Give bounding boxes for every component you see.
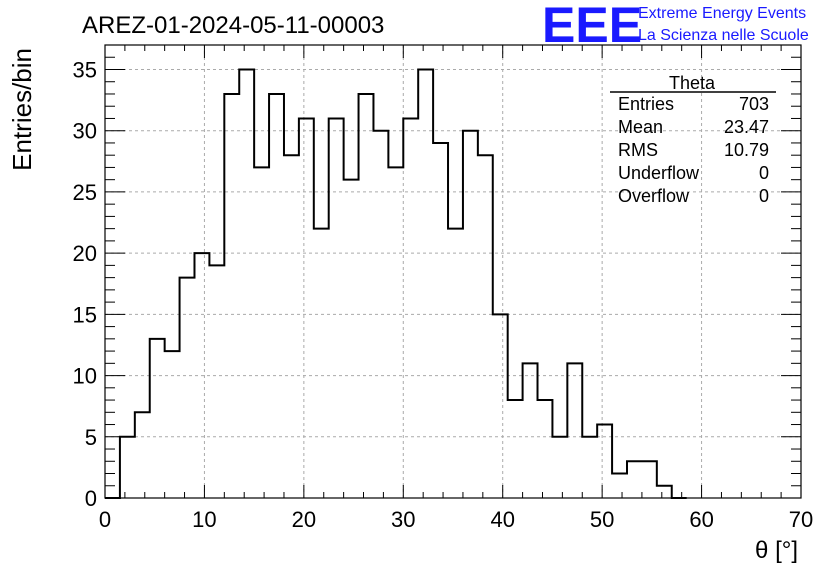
y-axis-label: Entries/bin xyxy=(7,48,37,171)
y-tick-label: 15 xyxy=(73,302,97,327)
x-tick-label: 50 xyxy=(590,507,614,532)
x-tick-label: 30 xyxy=(391,507,415,532)
logo-line-2: La Scienza nelle Scuole xyxy=(638,27,809,44)
grid-lines xyxy=(105,45,801,498)
x-tick-labels: 0 10 20 30 40 50 60 70 xyxy=(99,507,813,532)
stats-value: 0 xyxy=(759,163,769,183)
stats-box: Theta Entries 703 Mean 23.47 RMS 10.79 Underfl… xyxy=(610,73,776,206)
x-tick-label: 10 xyxy=(192,507,216,532)
x-tick-label: 40 xyxy=(490,507,514,532)
chart-title: AREZ-01-2024-05-11-00003 xyxy=(82,12,384,39)
stats-label: Overflow xyxy=(618,186,690,206)
x-tick-label: 20 xyxy=(292,507,316,532)
stats-title: Theta xyxy=(669,73,716,93)
y-tick-label: 10 xyxy=(73,364,97,389)
stats-label: RMS xyxy=(618,140,658,160)
x-tick-label: 70 xyxy=(789,507,813,532)
x-axis-label: θ [°] xyxy=(755,537,798,564)
stats-label: Underflow xyxy=(618,163,700,183)
logo-line-1: Extreme Energy Events xyxy=(638,5,806,22)
stats-value: 0 xyxy=(759,186,769,206)
x-tick-label: 60 xyxy=(689,507,713,532)
y-tick-label: 25 xyxy=(73,180,97,205)
eee-logo-mark: EEE xyxy=(542,0,642,53)
stats-label: Mean xyxy=(618,117,663,137)
y-tick-label: 30 xyxy=(73,119,97,144)
stats-value: 23.47 xyxy=(724,117,769,137)
y-tick-labels: 0 5 10 15 20 25 30 35 xyxy=(73,57,97,511)
histogram-line xyxy=(105,68,687,499)
y-tick-label: 0 xyxy=(85,486,97,511)
eee-logo: EEE Extreme Energy Events La Scienza nel… xyxy=(542,0,809,53)
y-tick-label: 35 xyxy=(73,57,97,82)
stats-value: 10.79 xyxy=(724,140,769,160)
y-tick-label: 5 xyxy=(85,425,97,450)
stats-label: Entries xyxy=(618,94,674,114)
axis-ticks xyxy=(104,44,802,499)
plot-frame xyxy=(104,44,802,499)
y-tick-label: 20 xyxy=(73,241,97,266)
x-tick-label: 0 xyxy=(99,507,111,532)
stats-value: 703 xyxy=(739,94,769,114)
